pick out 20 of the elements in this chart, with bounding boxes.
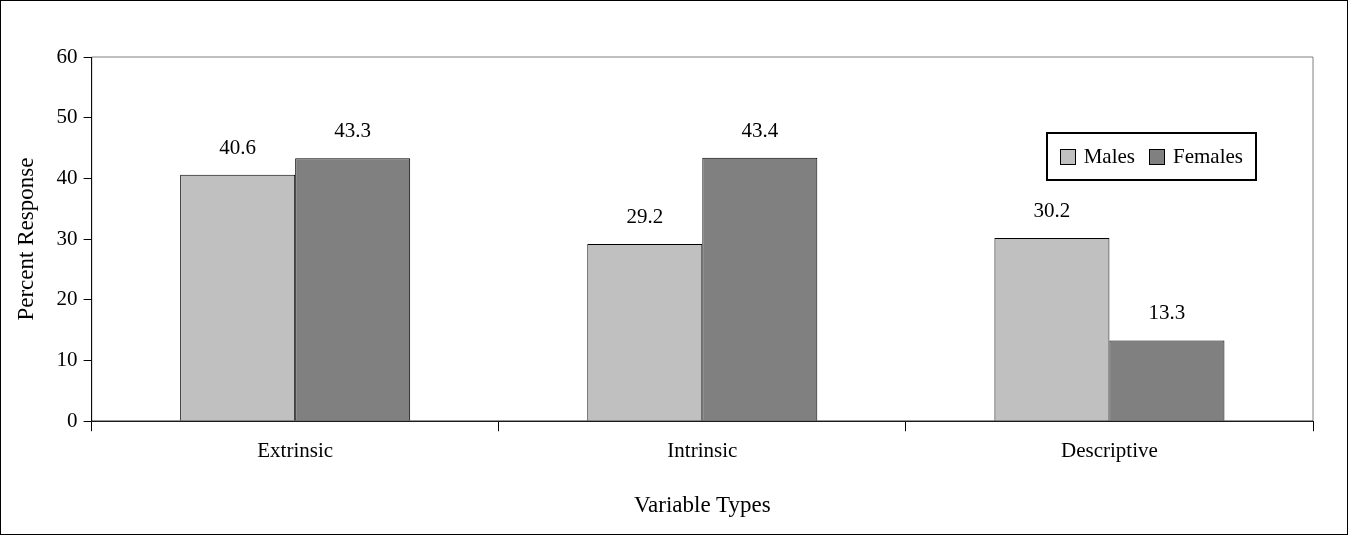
x-tick-label: Descriptive: [1061, 438, 1158, 463]
x-tick-label: Intrinsic: [667, 438, 738, 463]
data-label: 29.2: [626, 203, 664, 228]
data-label: 43.4: [741, 117, 779, 142]
data-label: 43.3: [334, 118, 372, 143]
y-tick-label: 10: [56, 347, 78, 372]
y-tick-label: 60: [56, 43, 78, 68]
legend-label: Females: [1173, 144, 1243, 169]
data-label: 30.2: [1033, 197, 1071, 222]
x-tick-label: Extrinsic: [257, 438, 334, 463]
y-tick-label: 0: [67, 407, 78, 432]
y-tick-label: 30: [56, 225, 78, 250]
y-tick-label: 20: [56, 286, 78, 311]
y-axis-title: Percent Response: [12, 157, 38, 321]
y-tick-label: 50: [56, 104, 78, 129]
x-axis-title: Variable Types: [634, 492, 771, 518]
data-label: 40.6: [219, 134, 257, 159]
legend-label: Males: [1083, 144, 1136, 169]
y-tick-label: 40: [56, 164, 78, 189]
data-label: 13.3: [1148, 300, 1186, 325]
